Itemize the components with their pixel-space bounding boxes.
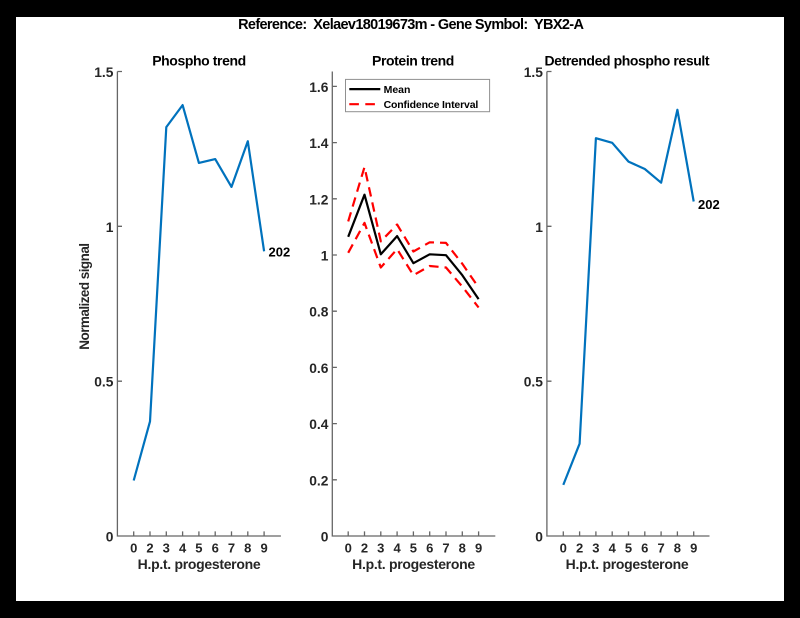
svg-text:Confidence Interval: Confidence Interval: [384, 99, 479, 111]
svg-text:H.p.t. progesterone: H.p.t. progesterone: [138, 556, 261, 572]
svg-text:3: 3: [592, 541, 599, 556]
svg-text:7: 7: [442, 541, 449, 556]
svg-text:1: 1: [535, 220, 543, 235]
svg-text:8: 8: [459, 541, 466, 556]
svg-text:0: 0: [321, 530, 329, 545]
svg-text:1: 1: [106, 220, 114, 235]
svg-text:1.5: 1.5: [94, 65, 114, 80]
svg-text:0: 0: [106, 530, 114, 545]
svg-text:1: 1: [321, 249, 329, 264]
svg-text:H.p.t. progesterone: H.p.t. progesterone: [566, 556, 689, 572]
svg-text:8: 8: [244, 541, 251, 556]
svg-text:Detrended phospho result: Detrended phospho result: [544, 52, 709, 68]
svg-text:9: 9: [260, 541, 267, 556]
svg-text:7: 7: [228, 541, 235, 556]
svg-text:7: 7: [657, 541, 664, 556]
svg-text:Phospho trend: Phospho trend: [152, 52, 246, 68]
svg-text:1.5: 1.5: [524, 65, 544, 80]
svg-text:0.8: 0.8: [309, 305, 329, 320]
svg-text:0.4: 0.4: [309, 417, 329, 432]
svg-text:2: 2: [576, 541, 583, 556]
svg-text:0.5: 0.5: [94, 375, 114, 390]
svg-text:3: 3: [377, 541, 384, 556]
svg-text:4: 4: [179, 541, 187, 556]
svg-text:9: 9: [690, 541, 697, 556]
svg-text:0: 0: [345, 541, 352, 556]
svg-text:Mean: Mean: [384, 84, 411, 96]
svg-text:6: 6: [426, 541, 433, 556]
svg-text:1.6: 1.6: [309, 80, 329, 95]
svg-text:202: 202: [698, 197, 720, 212]
svg-text:0: 0: [535, 530, 543, 545]
svg-text:3: 3: [163, 541, 170, 556]
svg-text:0: 0: [130, 541, 137, 556]
svg-text:4: 4: [609, 541, 617, 556]
svg-text:Normalized signal: Normalized signal: [77, 244, 92, 350]
svg-text:1.2: 1.2: [309, 192, 329, 207]
svg-text:0.5: 0.5: [524, 375, 544, 390]
svg-text:8: 8: [674, 541, 681, 556]
svg-text:9: 9: [475, 541, 482, 556]
svg-text:5: 5: [195, 541, 202, 556]
svg-text:Protein trend: Protein trend: [372, 52, 454, 68]
svg-text:4: 4: [393, 541, 401, 556]
svg-text:6: 6: [641, 541, 648, 556]
svg-text:5: 5: [625, 541, 632, 556]
svg-text:0: 0: [560, 541, 567, 556]
svg-text:6: 6: [212, 541, 219, 556]
svg-text:H.p.t. progesterone: H.p.t. progesterone: [352, 556, 475, 572]
svg-text:Reference: Xelaev18019673m -: Reference: Xelaev18019673m - Gene Symbol…: [238, 17, 584, 33]
svg-text:202: 202: [269, 244, 291, 259]
svg-text:0.2: 0.2: [309, 473, 329, 488]
svg-text:2: 2: [361, 541, 368, 556]
svg-text:0.6: 0.6: [309, 361, 329, 376]
svg-text:1.4: 1.4: [309, 136, 329, 151]
svg-text:5: 5: [410, 541, 417, 556]
svg-text:2: 2: [146, 541, 153, 556]
